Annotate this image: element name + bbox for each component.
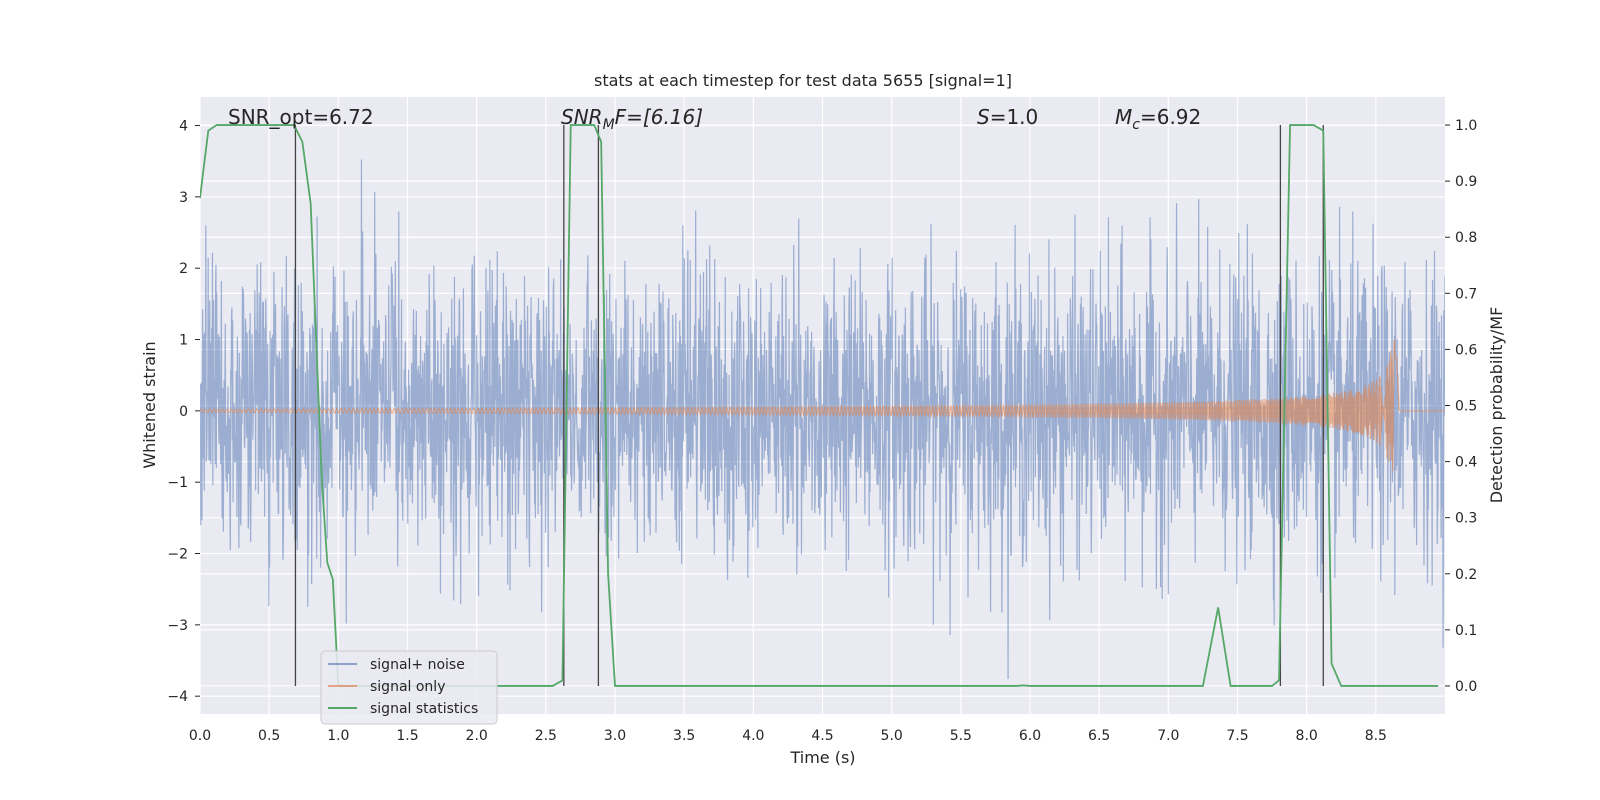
x-tick-8: 4.0: [742, 728, 764, 744]
y-tick-right-5: 0.5: [1455, 399, 1477, 415]
annotation-snr-mf-sub: M: [603, 117, 615, 133]
annotation-mc: Mc=6.92: [1115, 105, 1201, 133]
y-tick-left-8: −4: [167, 689, 188, 705]
y-axis-left-label: Whitened strain: [140, 341, 159, 468]
y-axis-left-ticks: 4 3 2 1 0 −1 −2 −3 −4: [167, 119, 200, 705]
x-tick-1: 0.5: [258, 728, 280, 744]
chart-title: stats at each timestep for test data 565…: [594, 71, 1012, 90]
annotation-s-var: S: [977, 105, 990, 129]
annotation-snr-opt: SNR_opt=6.72: [228, 105, 374, 129]
x-tick-13: 6.5: [1088, 728, 1110, 744]
x-tick-2: 1.0: [327, 728, 349, 744]
annotation-mc-var: M: [1115, 105, 1132, 129]
x-tick-11: 5.5: [950, 728, 972, 744]
y-tick-right-6: 0.4: [1455, 455, 1477, 471]
annotation-s-value: =1.0: [990, 105, 1039, 129]
y-tick-left-4: 0: [179, 404, 188, 420]
legend-box: [320, 650, 498, 725]
annotation-mc-sub: c: [1132, 117, 1140, 133]
legend-label-noise: signal+ noise: [370, 657, 465, 673]
x-tick-14: 7.0: [1157, 728, 1179, 744]
y-axis-right-ticks: 1.0 0.9 0.8 0.7 0.6 0.5 0.4 0.3 0.2 0.1 0.0: [1445, 118, 1477, 695]
annotation-mc-value: =6.92: [1140, 105, 1201, 129]
series-signal-statistics: [200, 124, 1439, 687]
x-tick-15: 7.5: [1226, 728, 1248, 744]
y-axis-right-label: Detection probability/MF: [1487, 307, 1506, 504]
y-tick-right-4: 0.6: [1455, 342, 1477, 358]
y-tick-right-1: 0.9: [1455, 174, 1477, 190]
legend-label-stats: signal statistics: [370, 701, 478, 717]
y-tick-right-9: 0.1: [1455, 623, 1477, 639]
legend: signal+ noise signal only signal statist…: [320, 650, 498, 725]
annotation-snr-mf-rest: F=[6.16]: [615, 105, 703, 129]
x-tick-6: 3.0: [604, 728, 626, 744]
x-axis-label: Time (s): [789, 748, 855, 767]
legend-label-signal: signal only: [370, 679, 445, 695]
x-tick-12: 6.0: [1019, 728, 1041, 744]
y-tick-left-3: 1: [179, 333, 188, 349]
y-tick-right-8: 0.2: [1455, 567, 1477, 583]
y-tick-right-10: 0.0: [1455, 679, 1477, 695]
x-axis-ticks: 0.0 0.5 1.0 1.5 2.0 2.5 3.0 3.5 4.0 4.5 5.0 5.5 6.0 6…: [189, 728, 1387, 744]
x-tick-16: 8.0: [1296, 728, 1318, 744]
annotation-snr-mf: SNRMF=[6.16]: [561, 105, 703, 133]
x-tick-7: 3.5: [673, 728, 695, 744]
y-tick-right-0: 1.0: [1455, 118, 1477, 134]
y-tick-right-7: 0.3: [1455, 511, 1477, 527]
y-tick-left-1: 3: [179, 190, 188, 206]
y-tick-left-2: 2: [179, 261, 188, 277]
annotation-s: S=1.0: [977, 105, 1038, 129]
annotation-snr-mf-base: SNR: [561, 105, 603, 129]
x-tick-10: 5.0: [881, 728, 903, 744]
y-tick-right-3: 0.7: [1455, 286, 1477, 302]
x-tick-9: 4.5: [811, 728, 833, 744]
y-tick-right-2: 0.8: [1455, 230, 1477, 246]
x-tick-3: 1.5: [396, 728, 418, 744]
y-tick-left-5: −1: [167, 475, 188, 491]
y-tick-left-7: −3: [167, 618, 188, 634]
y-tick-left-0: 4: [179, 119, 188, 135]
signal-trace: [200, 339, 1445, 472]
x-tick-5: 2.5: [535, 728, 557, 744]
x-tick-0: 0.0: [189, 728, 211, 744]
x-tick-17: 8.5: [1365, 728, 1387, 744]
y-tick-left-6: −2: [167, 547, 188, 563]
x-tick-4: 2.0: [466, 728, 488, 744]
series-signal-only: [200, 339, 1445, 472]
